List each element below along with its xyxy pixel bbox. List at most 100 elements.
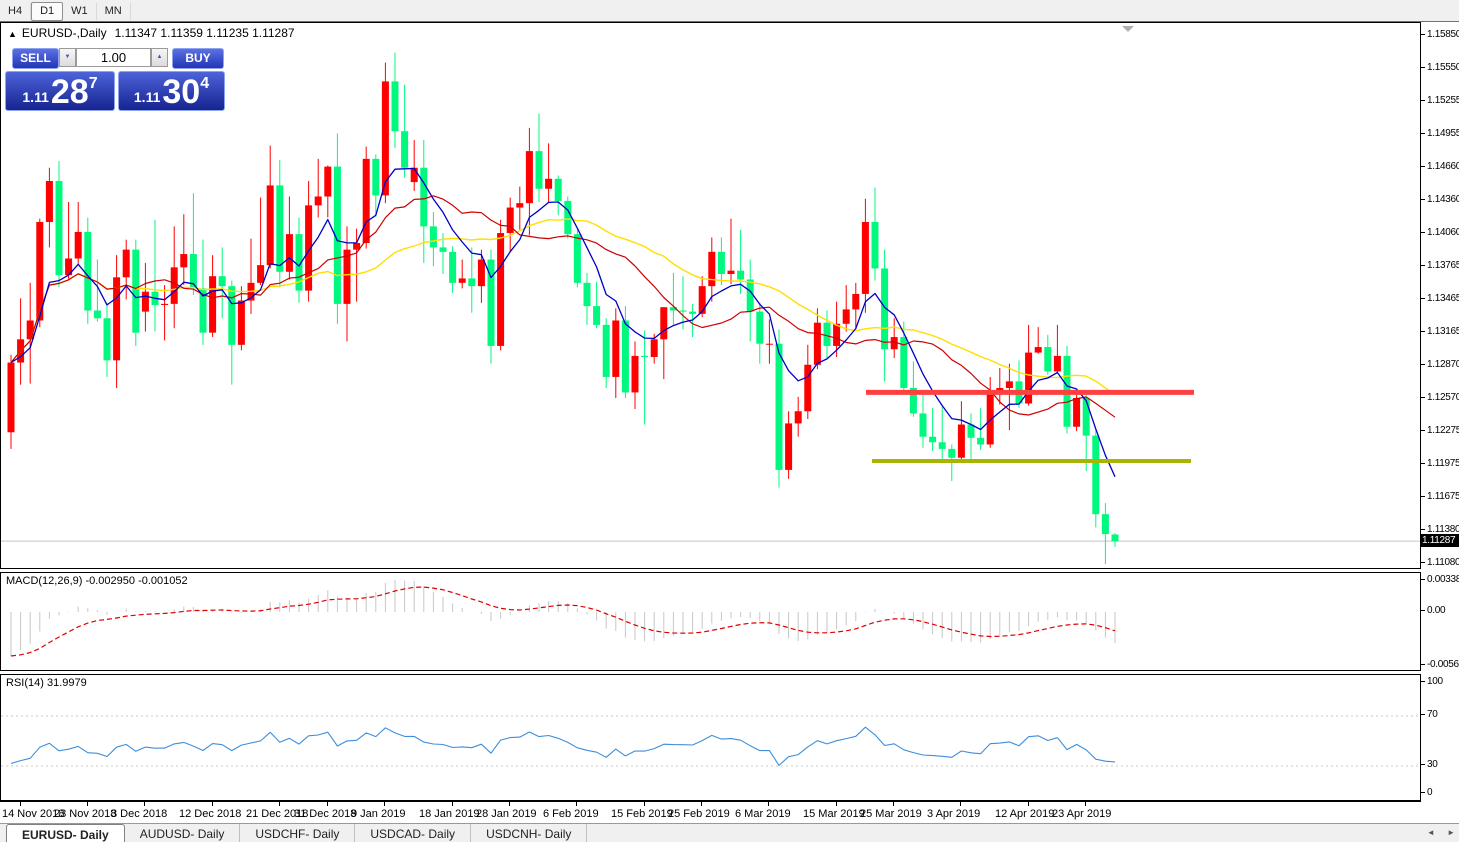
buy-price-display[interactable]: 1.11 30 4 (118, 71, 225, 111)
candle (161, 285, 169, 341)
candle (602, 318, 610, 388)
candle (122, 239, 130, 300)
macd-indicator-panel[interactable] (0, 572, 1421, 671)
candle (497, 219, 505, 351)
candle (401, 84, 409, 178)
symbol-tab-audusd[interactable]: AUDUSD- Daily (125, 824, 241, 842)
sell-button[interactable]: SELL (12, 48, 59, 69)
symbol-tab-usdcad[interactable]: USDCAD- Daily (355, 824, 472, 842)
candle (756, 302, 764, 364)
candle (74, 202, 82, 266)
price-axis-label: 1.15550 (1421, 62, 1459, 73)
date-axis-tick (960, 802, 961, 806)
candle (257, 197, 265, 286)
buy-button[interactable]: BUY (172, 48, 224, 69)
macd-chart[interactable] (1, 573, 1420, 670)
tab-scroll-controls: ◄ ► (1417, 828, 1455, 837)
price-axis-label: 1.11380 (1421, 524, 1459, 535)
sell-price-display[interactable]: 1.11 28 7 (5, 71, 115, 111)
candle (324, 165, 332, 218)
candle (458, 259, 466, 289)
price-axis-label: 1.15850 (1421, 29, 1459, 40)
volume-input[interactable]: 1.00 (76, 48, 151, 67)
date-axis-tick (327, 802, 328, 806)
candle (813, 308, 821, 370)
symbol-tab-eurusd[interactable]: EURUSD- Daily (6, 824, 125, 842)
candle (612, 308, 620, 398)
date-axis-label: 15 Mar 2019 (803, 808, 865, 820)
candle (631, 341, 639, 410)
date-axis-tick (768, 802, 769, 806)
candle (679, 276, 687, 330)
candle (276, 159, 284, 288)
candle (477, 249, 485, 303)
candle (593, 281, 601, 329)
date-axis-label: 15 Feb 2019 (611, 808, 673, 820)
date-axis-tick (20, 802, 21, 806)
tab-scroll-right-icon[interactable]: ► (1447, 828, 1455, 837)
timeframe-tab-D1[interactable]: D1 (31, 2, 64, 21)
volume-increase-button[interactable]: ▲ (151, 48, 168, 67)
symbol-tab-usdcnh[interactable]: USDCNH- Daily (471, 824, 588, 842)
candle (333, 133, 341, 324)
chart-ohlc-values: 1.11347 1.11359 1.11235 1.11287 (114, 26, 295, 40)
date-axis-tick (701, 802, 702, 806)
tab-scroll-left-icon[interactable]: ◄ (1426, 828, 1435, 837)
price-axis-label: 1.13465 (1421, 293, 1459, 304)
price-axis[interactable]: 1.15850 1.15550 1.15255 1.14955 1.14660 1.143… (1421, 22, 1459, 802)
date-axis-label: 28 Jan 2019 (476, 808, 537, 820)
symbol-tab-bar: EURUSD- Daily AUDUSD- Daily USDCHF- Daily U… (0, 823, 1459, 842)
collapse-panel-icon[interactable]: ▲ (8, 29, 17, 39)
candle (1063, 345, 1071, 434)
candle (1092, 428, 1100, 528)
volume-decrease-button[interactable]: ▼ (59, 48, 76, 67)
chart-shift-icon[interactable] (1122, 26, 1134, 32)
timeframe-tab-MN[interactable]: MN (97, 3, 131, 20)
date-axis-label: 9 Jan 2019 (351, 808, 406, 820)
rsi-indicator-panel[interactable] (0, 674, 1421, 801)
date-axis-tick (279, 802, 280, 806)
date-axis-label: 3 Apr 2019 (927, 808, 981, 820)
ma-sma-14-line (10, 195, 1116, 418)
candle (698, 276, 706, 318)
candle (506, 197, 514, 252)
candle (247, 238, 255, 314)
price-axis-label: 1.11080 (1421, 557, 1459, 568)
price-chart-panel[interactable] (0, 22, 1421, 569)
candle (141, 262, 149, 332)
timeframe-tab-W1[interactable]: W1 (63, 3, 97, 20)
candle (170, 226, 178, 329)
date-axis-label: 21 Dec 2018 (246, 808, 309, 820)
date-axis-label: 14 Nov 2018 (2, 808, 65, 820)
candle (343, 226, 351, 342)
candle (93, 259, 101, 322)
candle (708, 237, 716, 302)
date-axis[interactable]: 14 Nov 2018 23 Nov 2018 3 Dec 2018 12 Dec 2… (0, 801, 1421, 824)
date-axis-label: 18 Jan 2019 (419, 808, 480, 820)
candle (909, 361, 917, 417)
symbol-tab-usdchf[interactable]: USDCHF- Daily (240, 824, 356, 842)
date-axis-tick (509, 802, 510, 806)
candle (237, 286, 245, 351)
candle (986, 376, 994, 448)
price-axis-label: 1.12570 (1421, 392, 1459, 403)
date-axis-tick (644, 802, 645, 806)
candle (17, 298, 25, 385)
candle (429, 212, 437, 267)
rsi-axis-label: 70 (1421, 709, 1459, 720)
candle (353, 228, 361, 302)
candle (564, 196, 572, 239)
price-axis-label: 1.12275 (1421, 425, 1459, 436)
price-axis-label: 1.13165 (1421, 326, 1459, 337)
rsi-axis-label: 30 (1421, 759, 1459, 770)
date-axis-label: 23 Apr 2019 (1052, 808, 1112, 820)
price-axis-label: 1.14660 (1421, 161, 1459, 172)
candle (775, 329, 783, 488)
timeframe-tab-H4[interactable]: H4 (0, 3, 32, 20)
rsi-chart[interactable] (1, 675, 1420, 800)
candlestick-chart[interactable] (1, 23, 1420, 568)
price-axis-label: 1.11675 (1421, 491, 1459, 502)
candle (113, 255, 121, 388)
chevron-up-icon: ▲ (156, 54, 163, 60)
candle (84, 217, 92, 324)
